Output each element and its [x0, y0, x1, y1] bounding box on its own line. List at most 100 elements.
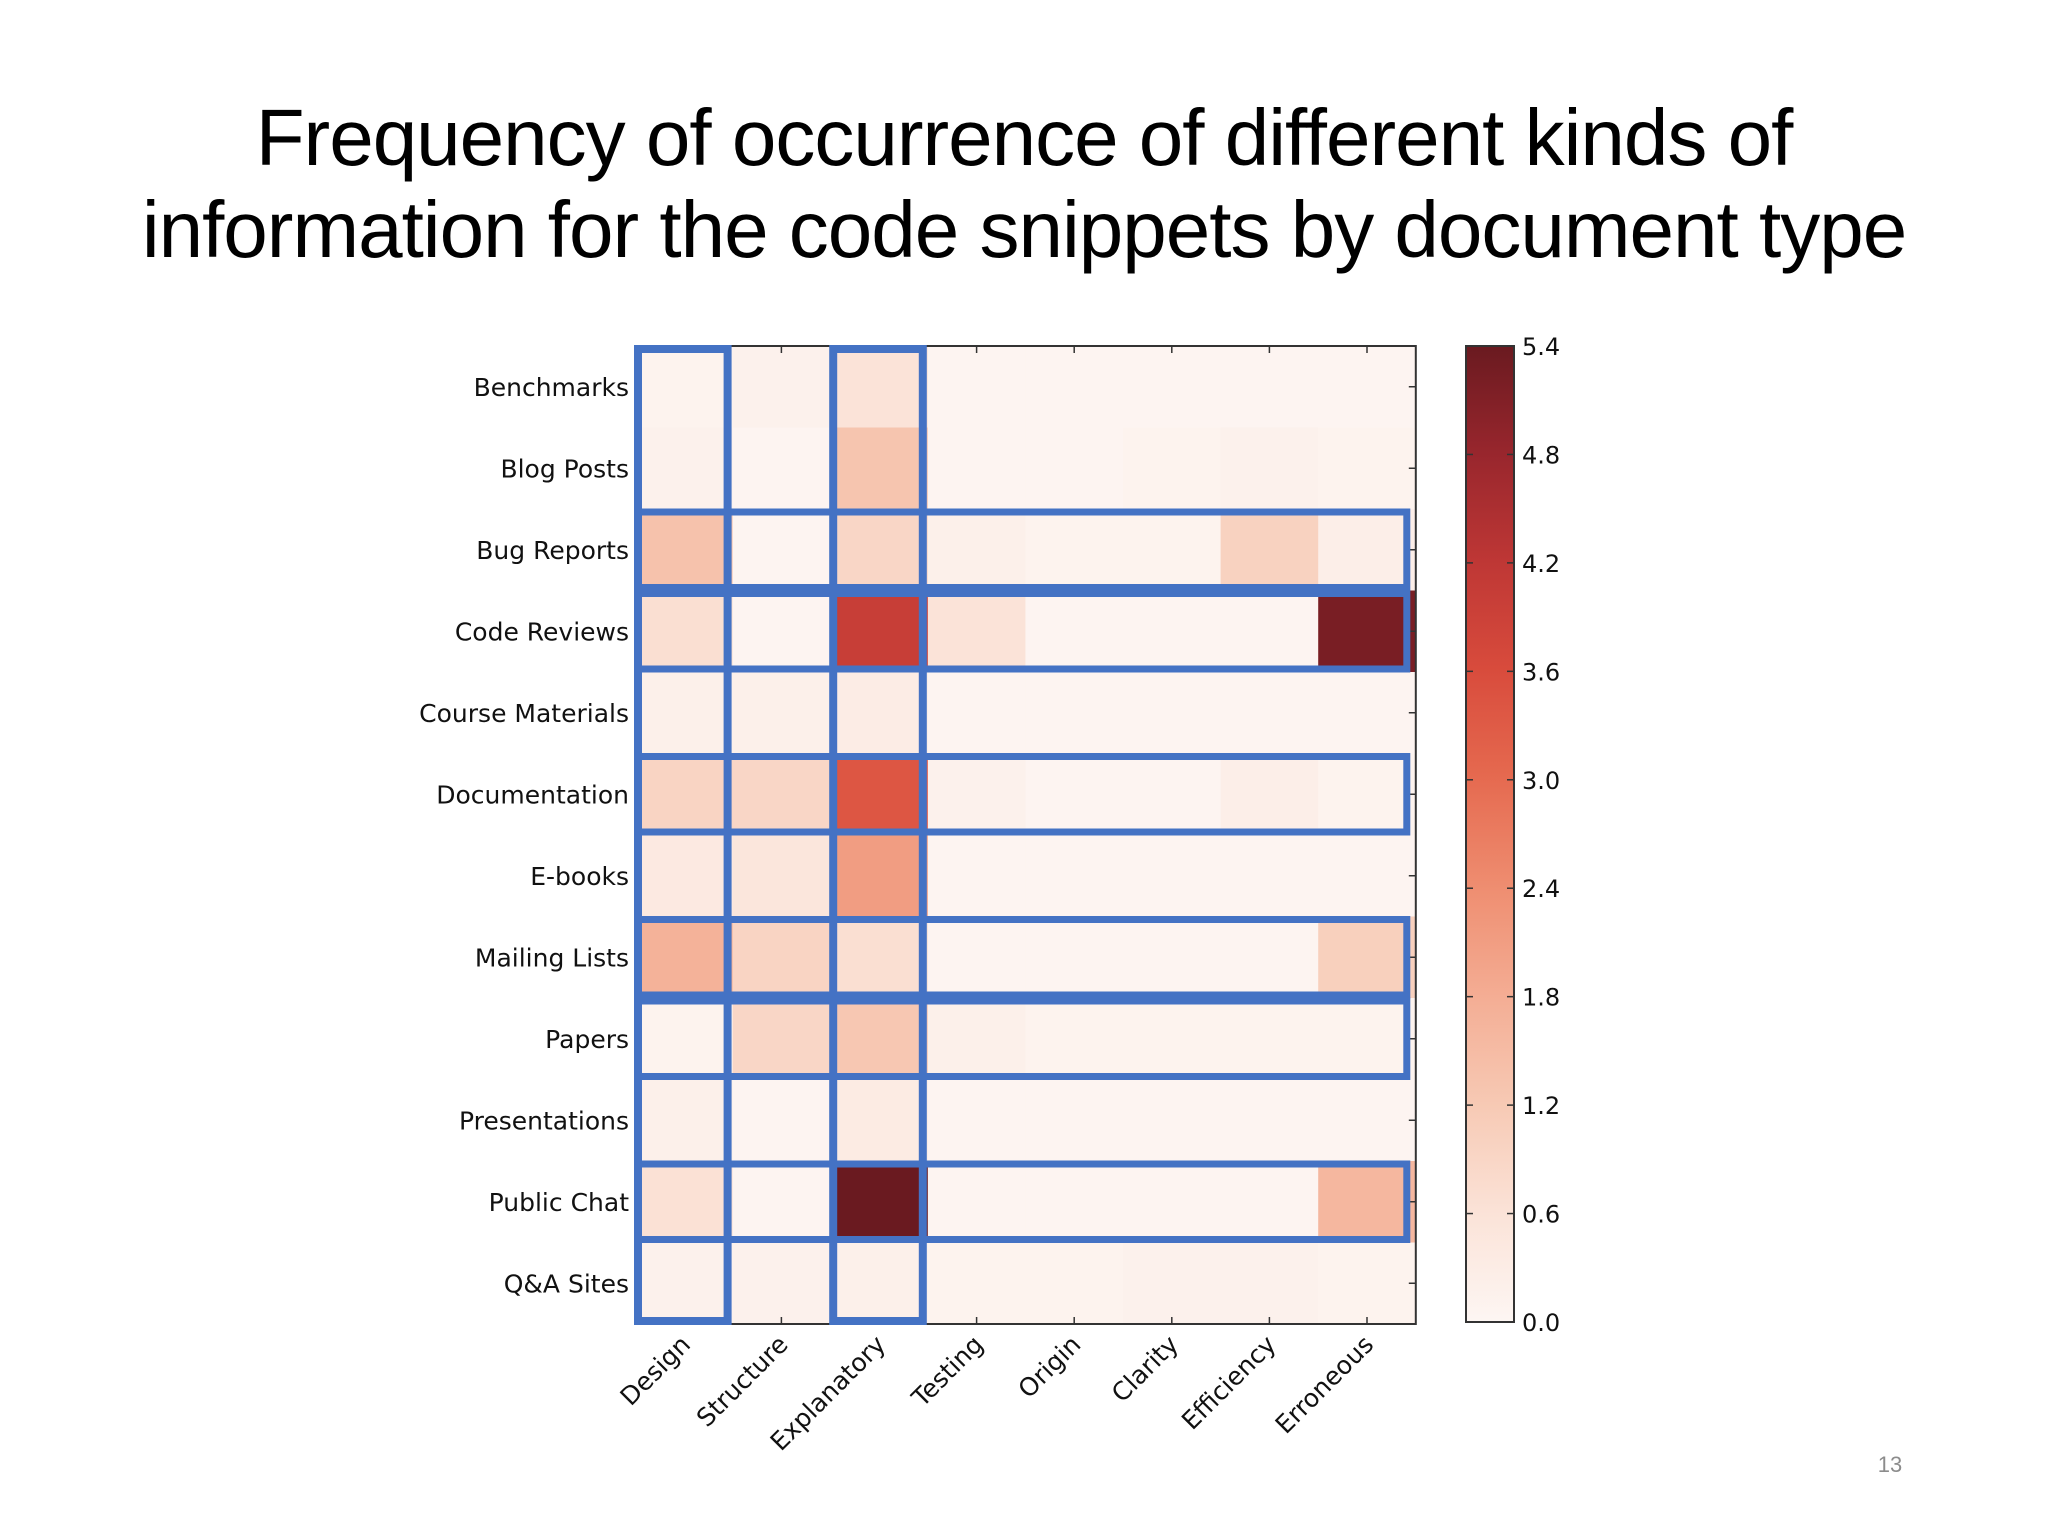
colorbar-tick-label: 4.2 — [1522, 550, 1560, 578]
heatmap-cell-benchmarks-explanatory — [830, 346, 929, 429]
heatmap-cell-q-a-sites-structure — [732, 1242, 831, 1325]
heatmap-cell-mailing-lists-efficiency — [1220, 916, 1319, 999]
colorbar-tick-label: 3.0 — [1522, 767, 1560, 795]
highlight-column-explanatory — [829, 345, 927, 1325]
heatmap-cell-e-books-clarity — [1123, 835, 1222, 918]
heatmap-cell-papers-origin — [1025, 998, 1124, 1081]
x-tick-label-efficiency: Efficiency — [1176, 1330, 1282, 1436]
heatmap-cell-e-books-origin — [1025, 835, 1124, 918]
heatmap-cell-blog-posts-erroneous — [1318, 427, 1417, 510]
x-tick-label-erroneous: Erroneous — [1270, 1330, 1380, 1440]
x-tick-label-structure: Structure — [691, 1330, 794, 1433]
heatmap-cell-presentations-efficiency — [1220, 1079, 1319, 1162]
heatmap-cell-papers-testing — [927, 998, 1026, 1081]
highlight-boxes — [634, 345, 1411, 1325]
y-tick-label-presentations: Presentations — [459, 1106, 629, 1135]
heatmap-cell-documentation-testing — [927, 753, 1026, 836]
heatmap-cell-course-materials-erroneous — [1318, 672, 1417, 755]
y-tick-label-papers: Papers — [545, 1025, 629, 1054]
heatmap-cell-course-materials-structure — [732, 672, 831, 755]
heatmap-cell-code-reviews-structure — [732, 590, 831, 673]
heatmap-cell-bug-reports-origin — [1025, 509, 1124, 592]
colorbar-tick-label: 0.0 — [1522, 1309, 1560, 1337]
colorbar-tick-label: 5.4 — [1522, 333, 1560, 361]
heatmap-cell-benchmarks-structure — [732, 346, 831, 429]
heatmap-cell-public-chat-origin — [1025, 1161, 1124, 1244]
heatmap-cell-course-materials-origin — [1025, 672, 1124, 755]
y-tick-label-public-chat: Public Chat — [489, 1188, 630, 1217]
heatmap-cell-documentation-erroneous — [1318, 753, 1417, 836]
heatmap-cell-documentation-structure — [732, 753, 831, 836]
colorbar-tick-label: 4.8 — [1522, 441, 1560, 469]
heatmap-cell-mailing-lists-design — [635, 916, 734, 999]
y-tick-label-documentation: Documentation — [436, 780, 629, 809]
heatmap-cell-bug-reports-explanatory — [830, 509, 929, 592]
heatmap-cell-bug-reports-clarity — [1123, 509, 1222, 592]
highlight-column-design — [634, 345, 732, 1325]
heatmap-cell-bug-reports-efficiency — [1220, 509, 1319, 592]
heatmap-cell-public-chat-erroneous — [1318, 1161, 1417, 1244]
heatmap-cell-code-reviews-design — [635, 590, 734, 673]
heatmap-cell-presentations-design — [635, 1079, 734, 1162]
heatmap-cell-mailing-lists-testing — [927, 916, 1026, 999]
heatmap-cell-benchmarks-testing — [927, 346, 1026, 429]
heatmap-cells — [635, 346, 1417, 1325]
heatmap-cell-code-reviews-testing — [927, 590, 1026, 673]
heatmap-cell-public-chat-explanatory — [830, 1161, 929, 1244]
heatmap-cell-e-books-testing — [927, 835, 1026, 918]
heatmap-cell-q-a-sites-efficiency — [1220, 1242, 1319, 1325]
colorbar-tick-label: 2.4 — [1522, 875, 1560, 903]
heatmap-cell-bug-reports-design — [635, 509, 734, 592]
heatmap-cell-code-reviews-explanatory — [830, 590, 929, 673]
x-tick-label-design: Design — [614, 1330, 696, 1412]
heatmap-cell-presentations-origin — [1025, 1079, 1124, 1162]
heatmap-cell-blog-posts-testing — [927, 427, 1026, 510]
heatmap-cell-presentations-explanatory — [830, 1079, 929, 1162]
heatmap-cell-course-materials-efficiency — [1220, 672, 1319, 755]
heatmap-cell-q-a-sites-clarity — [1123, 1242, 1222, 1325]
heatmap-cell-presentations-structure — [732, 1079, 831, 1162]
heatmap-cell-blog-posts-structure — [732, 427, 831, 510]
heatmap-cell-papers-explanatory — [830, 998, 929, 1081]
heatmap-cell-blog-posts-origin — [1025, 427, 1124, 510]
heatmap-cell-course-materials-explanatory — [830, 672, 929, 755]
heatmap-cell-code-reviews-origin — [1025, 590, 1124, 673]
heatmap-cell-mailing-lists-origin — [1025, 916, 1124, 999]
heatmap-cell-blog-posts-design — [635, 427, 734, 510]
heatmap-cell-code-reviews-erroneous — [1318, 590, 1417, 673]
heatmap-cell-documentation-origin — [1025, 753, 1124, 836]
colorbar-gradient — [1465, 345, 1515, 1323]
heatmap-cell-course-materials-design — [635, 672, 734, 755]
page-number: 13 — [1877, 1452, 1903, 1477]
heatmap-cell-papers-design — [635, 998, 734, 1081]
y-tick-label-benchmarks: Benchmarks — [474, 373, 629, 402]
heatmap-cell-benchmarks-origin — [1025, 346, 1124, 429]
slide-title-line-1: Frequency of occurrence of different kin… — [255, 93, 1794, 182]
heatmap-cell-benchmarks-erroneous — [1318, 346, 1417, 429]
heatmap-cell-documentation-explanatory — [830, 753, 929, 836]
heatmap-cell-mailing-lists-erroneous — [1318, 916, 1417, 999]
colorbar: 0.0 0.6 1.2 1.8 2.4 3.0 3.6 4.2 4.8 5.4 — [1465, 333, 1560, 1337]
heatmap-cell-mailing-lists-explanatory — [830, 916, 929, 999]
slide-title: Frequency of occurrence of different kin… — [0, 92, 2048, 276]
heatmap-cell-q-a-sites-testing — [927, 1242, 1026, 1325]
heatmap-cell-benchmarks-efficiency — [1220, 346, 1319, 429]
heatmap-cell-public-chat-clarity — [1123, 1161, 1222, 1244]
x-tick-label-testing: Testing — [905, 1330, 988, 1413]
heatmap-cell-blog-posts-clarity — [1123, 427, 1222, 510]
heatmap-cell-q-a-sites-design — [635, 1242, 734, 1325]
heatmap-cell-presentations-clarity — [1123, 1079, 1222, 1162]
y-tick-label-code-reviews: Code Reviews — [455, 617, 629, 646]
heatmap-cell-papers-efficiency — [1220, 998, 1319, 1081]
heatmap-cell-mailing-lists-structure — [732, 916, 831, 999]
heatmap-cell-e-books-design — [635, 835, 734, 918]
heatmap-cell-q-a-sites-explanatory — [830, 1242, 929, 1325]
heatmap-cell-blog-posts-efficiency — [1220, 427, 1319, 510]
heatmap-cell-bug-reports-testing — [927, 509, 1026, 592]
colorbar-tick-label: 1.2 — [1522, 1092, 1560, 1120]
heatmap-cell-presentations-testing — [927, 1079, 1026, 1162]
heatmap-cell-public-chat-design — [635, 1161, 734, 1244]
y-tick-label-mailing-lists: Mailing Lists — [475, 943, 629, 972]
heatmap-cell-q-a-sites-origin — [1025, 1242, 1124, 1325]
